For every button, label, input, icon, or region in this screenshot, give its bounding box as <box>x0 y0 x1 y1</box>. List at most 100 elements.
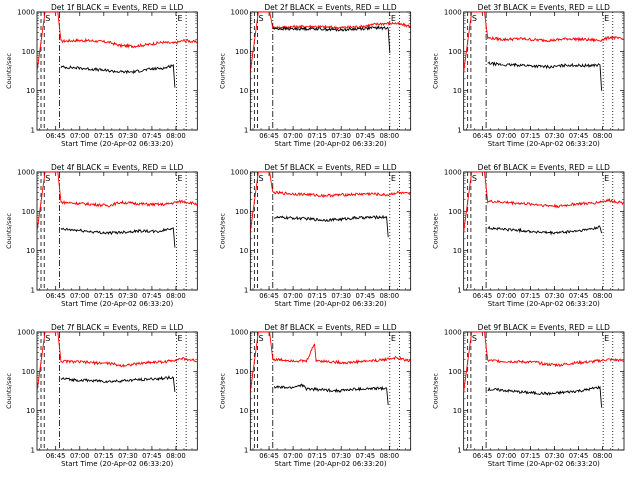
y-tick-label: 10 <box>26 247 35 255</box>
x-tick-label: 08:00 <box>379 132 399 140</box>
x-tick-label: 08:00 <box>166 452 186 460</box>
x-tick-label: 07:00 <box>70 452 90 460</box>
y-axis-label: Counts/sec <box>432 53 440 89</box>
x-tick-label: 07:15 <box>521 452 541 460</box>
y-tick-label: 1 <box>31 127 35 135</box>
detector-panel-7: Det 7f BLACK = Events, RED = LLD 1 10 100 10… <box>5 323 198 468</box>
panel-title: Det 5f BLACK = Events, RED = LLD <box>264 163 397 172</box>
detector-panel-4: Det 4f BLACK = Events, RED = LLD 1 10 100 10… <box>5 163 198 308</box>
x-tick-label: 07:45 <box>355 292 375 300</box>
y-tick-label: 1000 <box>231 9 249 17</box>
lld-series-line <box>250 172 411 232</box>
x-tick-label: 06:45 <box>473 452 493 460</box>
y-tick-label: 1000 <box>17 9 35 17</box>
x-tick-label: 07:30 <box>331 132 351 140</box>
plot-frame <box>36 331 198 451</box>
lld-series-line <box>37 12 198 72</box>
start-marker-label: S <box>45 334 50 343</box>
panel-title: Det 1f BLACK = Events, RED = LLD <box>51 3 184 12</box>
panel-title: Det 8f BLACK = Events, RED = LLD <box>264 323 397 332</box>
y-tick-label: 10 <box>453 247 462 255</box>
events-series-line <box>274 214 389 238</box>
events-series-line <box>60 375 176 392</box>
y-tick-label: 10 <box>453 87 462 95</box>
y-axis-label: Counts/sec <box>218 213 226 249</box>
x-axis-label: Start Time (20-Apr-02 06:33:20) <box>488 140 600 148</box>
x-tick-label: 07:30 <box>331 452 351 460</box>
x-tick-label: 07:15 <box>307 132 327 140</box>
x-tick-label: 08:00 <box>379 452 399 460</box>
start-marker-label: S <box>472 14 477 23</box>
events-series-line <box>487 61 603 91</box>
x-axis-label: Start Time (20-Apr-02 06:33:20) <box>61 300 173 308</box>
x-tick-label: 07:30 <box>545 292 565 300</box>
lld-series-line <box>37 172 198 232</box>
detector-panel-9: Det 9f BLACK = Events, RED = LLD 1 10 100 10… <box>432 323 625 468</box>
y-axis-label: Counts/sec <box>218 53 226 89</box>
x-tick-label: 07:00 <box>283 452 303 460</box>
x-tick-label: 07:30 <box>331 292 351 300</box>
end-marker-label: E <box>177 14 182 23</box>
x-tick-label: 06:45 <box>259 452 279 460</box>
x-tick-label: 06:45 <box>46 292 66 300</box>
events-series-line <box>60 227 176 248</box>
y-axis-label: Counts/sec <box>5 373 13 409</box>
x-tick-label: 08:00 <box>593 292 613 300</box>
x-axis-label: Start Time (20-Apr-02 06:33:20) <box>61 460 173 468</box>
y-axis-label: Counts/sec <box>5 53 13 89</box>
x-tick-label: 07:45 <box>142 452 162 460</box>
start-marker-label: S <box>472 334 477 343</box>
start-marker-label: S <box>259 174 264 183</box>
events-series-line <box>272 24 391 54</box>
x-tick-label: 06:45 <box>46 452 66 460</box>
y-tick-label: 100 <box>22 208 35 216</box>
x-tick-label: 07:30 <box>545 452 565 460</box>
y-tick-label: 10 <box>239 247 248 255</box>
x-axis-label: Start Time (20-Apr-02 06:33:20) <box>488 460 600 468</box>
x-tick-label: 08:00 <box>379 292 399 300</box>
x-tick-label: 07:15 <box>94 292 114 300</box>
end-marker-label: E <box>604 334 609 343</box>
x-tick-label: 07:15 <box>521 132 541 140</box>
lld-series-line <box>37 332 198 392</box>
y-tick-label: 100 <box>22 368 35 376</box>
x-tick-label: 07:00 <box>70 132 90 140</box>
y-tick-label: 1 <box>244 127 248 135</box>
x-tick-label: 07:00 <box>497 292 517 300</box>
y-tick-label: 1 <box>244 447 248 455</box>
y-tick-label: 1000 <box>444 329 462 337</box>
start-marker-label: S <box>259 334 264 343</box>
x-tick-label: 06:45 <box>259 132 279 140</box>
x-tick-label: 08:00 <box>593 452 613 460</box>
y-axis-label: Counts/sec <box>432 373 440 409</box>
x-tick-label: 07:30 <box>545 132 565 140</box>
x-tick-label: 06:45 <box>259 292 279 300</box>
x-tick-label: 08:00 <box>166 292 186 300</box>
y-tick-label: 100 <box>235 48 248 56</box>
x-tick-label: 07:30 <box>118 132 138 140</box>
panel-title: Det 3f BLACK = Events, RED = LLD <box>478 3 611 12</box>
x-axis-label: Start Time (20-Apr-02 06:33:20) <box>274 300 386 308</box>
x-tick-label: 06:45 <box>473 292 493 300</box>
plot-frame <box>249 171 412 291</box>
panel-title: Det 4f BLACK = Events, RED = LLD <box>51 163 184 172</box>
x-axis-label: Start Time (20-Apr-02 06:33:20) <box>274 460 386 468</box>
start-marker-label: S <box>45 174 50 183</box>
events-series-line <box>487 225 603 236</box>
end-marker-label: E <box>177 174 182 183</box>
y-tick-label: 1000 <box>444 169 462 177</box>
panel-title: Det 7f BLACK = Events, RED = LLD <box>51 323 184 332</box>
end-marker-label: E <box>391 334 396 343</box>
y-tick-label: 1000 <box>17 329 35 337</box>
y-tick-label: 100 <box>448 48 461 56</box>
lld-series-line <box>463 12 624 72</box>
detector-panel-3: Det 3f BLACK = Events, RED = LLD 1 10 100 10… <box>432 3 625 148</box>
x-tick-label: 07:00 <box>70 292 90 300</box>
lld-series-line <box>250 12 411 72</box>
y-tick-label: 10 <box>239 87 248 95</box>
x-tick-label: 07:45 <box>142 292 162 300</box>
y-axis-label: Counts/sec <box>218 373 226 409</box>
x-tick-label: 07:15 <box>521 292 541 300</box>
